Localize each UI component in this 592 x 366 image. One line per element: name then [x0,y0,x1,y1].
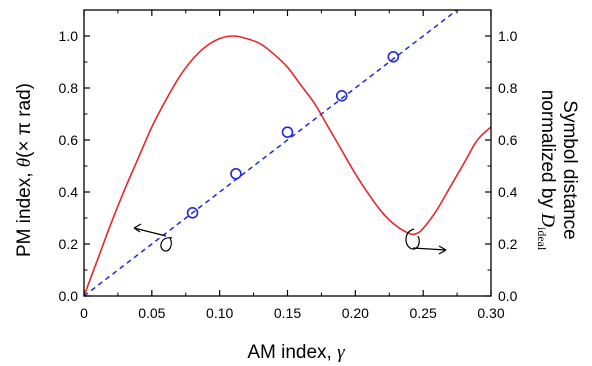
x-tick-label: 0.30 [477,305,504,321]
left-axis-arrow-annotation [133,223,173,252]
plot-layer [84,10,491,296]
series-fit-line-dashed [84,10,459,296]
plot-frame [83,9,492,297]
y-tick-label-right: 0.2 [498,236,518,252]
y-axis-left-label: PM index, θ(× π rad) [14,83,35,257]
data-point-marker [387,50,400,63]
data-point-marker [230,168,242,180]
data-point-marker [281,126,294,138]
series-line-red [84,35,491,296]
y-tick-label-left: 0.8 [59,80,79,96]
y-tick-label-right: 0.4 [498,184,518,200]
y-tick-label-left: 1.0 [59,28,79,44]
y-tick-label-left: 0.0 [59,288,79,304]
y-tick-label-right: 0.0 [498,288,518,304]
y-tick-label-right: 0.8 [498,80,518,96]
x-tick-label: 0.05 [138,305,165,321]
y-axis-right-label-line2: normalized by Dideal [535,90,558,251]
plot-area [84,10,491,296]
right-axis-arrow-annotation [405,228,447,255]
x-tick-label: 0.15 [274,305,301,321]
x-tick-label: 0.25 [410,305,437,321]
data-point-marker [335,90,348,102]
x-tick-label: 0.10 [206,305,233,321]
x-tick-label: 0 [80,305,88,321]
y-tick-label-right: 0.6 [498,132,518,148]
axes-layer: 0 0.05 0.10 0.15 0.20 0.25 0.300.0 0.00.2 0.20.4… [59,9,518,321]
y-tick-label-left: 0.4 [59,184,79,200]
data-point-marker [186,207,199,219]
y-tick-label-right: 1.0 [498,28,518,44]
y-tick-label-left: 0.2 [59,236,79,252]
y-axis-right-label-line1: Symbol distance [559,100,580,239]
x-tick-label: 0.20 [342,305,369,321]
x-axis-label: AM index, γ [247,342,345,363]
y-tick-label-left: 0.6 [59,132,79,148]
